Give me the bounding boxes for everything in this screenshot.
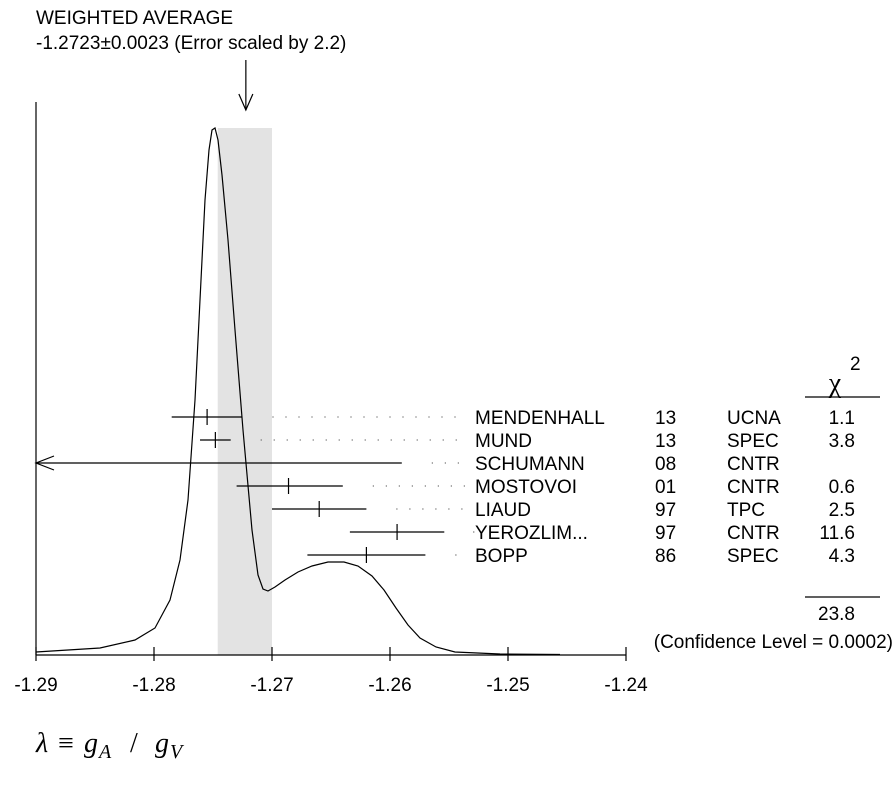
- measurement-author: BOPP: [475, 546, 528, 567]
- chi2-total: 23.8: [818, 604, 855, 625]
- measurement-row: MOSTOVOI 01 CNTR 0.6: [236, 477, 855, 498]
- x-axis-ticks: [35, 647, 627, 661]
- x-label-slash: /: [130, 728, 138, 759]
- measurement-chi2: 2.5: [829, 500, 855, 521]
- x-label-g-a: g: [84, 728, 98, 759]
- measurement-chi2: 0.6: [829, 477, 855, 498]
- measurement-year: 01: [655, 477, 676, 498]
- measurement-author: YEROZLIM...: [475, 523, 588, 544]
- x-label-equiv: ≡: [58, 728, 74, 759]
- measurement-technique: TPC: [727, 500, 765, 521]
- measurement-row: SCHUMANN 08 CNTR: [34, 454, 780, 475]
- measurement-author: MENDENHALL: [475, 408, 605, 429]
- x-tick-label: -1.27: [250, 675, 293, 696]
- measurement-year: 13: [655, 408, 676, 429]
- measurement-row: MUND 13 SPEC 3.8: [200, 431, 855, 452]
- x-label-g-v: g: [155, 728, 169, 759]
- x-tick-label: -1.26: [368, 675, 411, 696]
- measurement-technique: UCNA: [727, 408, 781, 429]
- measurement-chi2: 3.8: [829, 431, 855, 452]
- measurement-technique: SPEC: [727, 431, 779, 452]
- measurement-row: LIAUD 97 TPC 2.5: [272, 500, 855, 521]
- measurement-year: 97: [655, 523, 676, 544]
- measurements: MENDENHALL 13 UCNA 1.1 MUND 13 SPEC 3.8 SCHUMANN…: [34, 408, 855, 567]
- measurement-year: 97: [655, 500, 676, 521]
- chi2-header-power: 2: [850, 354, 861, 375]
- weighted-average-text: -1.2723±0.0023 (Error scaled by 2.2): [36, 33, 346, 54]
- x-tick-label: -1.29: [14, 675, 57, 696]
- measurement-technique: CNTR: [727, 477, 780, 498]
- chi2-header: χ 2: [805, 354, 880, 399]
- ideogram-curve: [35, 127, 561, 656]
- measurement-year: 08: [655, 454, 676, 475]
- x-axis-tick-labels: -1.29 -1.28 -1.27 -1.26 -1.25 -1.24: [14, 675, 648, 696]
- measurement-technique: SPEC: [727, 546, 779, 567]
- measurement-row: YEROZLIM... 97 CNTR 11.6: [349, 523, 855, 544]
- measurement-chi2: 4.3: [829, 546, 855, 567]
- x-axis-label: λ ≡ g A / g V: [35, 728, 185, 763]
- measurement-arrow-left: [34, 455, 55, 471]
- x-label-lambda: λ: [35, 728, 48, 759]
- chi2-header-symbol: χ: [828, 368, 842, 399]
- measurement-chi2: 11.6: [819, 523, 855, 544]
- measurement-row: BOPP 86 SPEC 4.3: [307, 546, 855, 567]
- x-tick-label: -1.25: [486, 675, 529, 696]
- measurement-year: 86: [655, 546, 676, 567]
- measurement-author: MUND: [475, 431, 532, 452]
- measurement-row: MENDENHALL 13 UCNA 1.1: [171, 408, 855, 429]
- x-tick-label: -1.24: [604, 675, 648, 696]
- confidence-level: (Confidence Level = 0.0002): [654, 632, 893, 653]
- measurement-author: LIAUD: [475, 500, 531, 521]
- weighted-average-arrow: [238, 60, 254, 112]
- measurement-author: SCHUMANN: [475, 454, 585, 475]
- x-label-sub-a: A: [97, 741, 112, 763]
- measurement-chi2: 1.1: [829, 408, 855, 429]
- x-tick-label: -1.28: [132, 675, 175, 696]
- measurement-year: 13: [655, 431, 676, 452]
- chart-title: WEIGHTED AVERAGE: [36, 8, 233, 29]
- weighted-average-band: [217, 128, 272, 655]
- measurement-technique: CNTR: [727, 523, 780, 544]
- measurement-technique: CNTR: [727, 454, 780, 475]
- x-label-sub-v: V: [170, 741, 185, 763]
- measurement-author: MOSTOVOI: [475, 477, 577, 498]
